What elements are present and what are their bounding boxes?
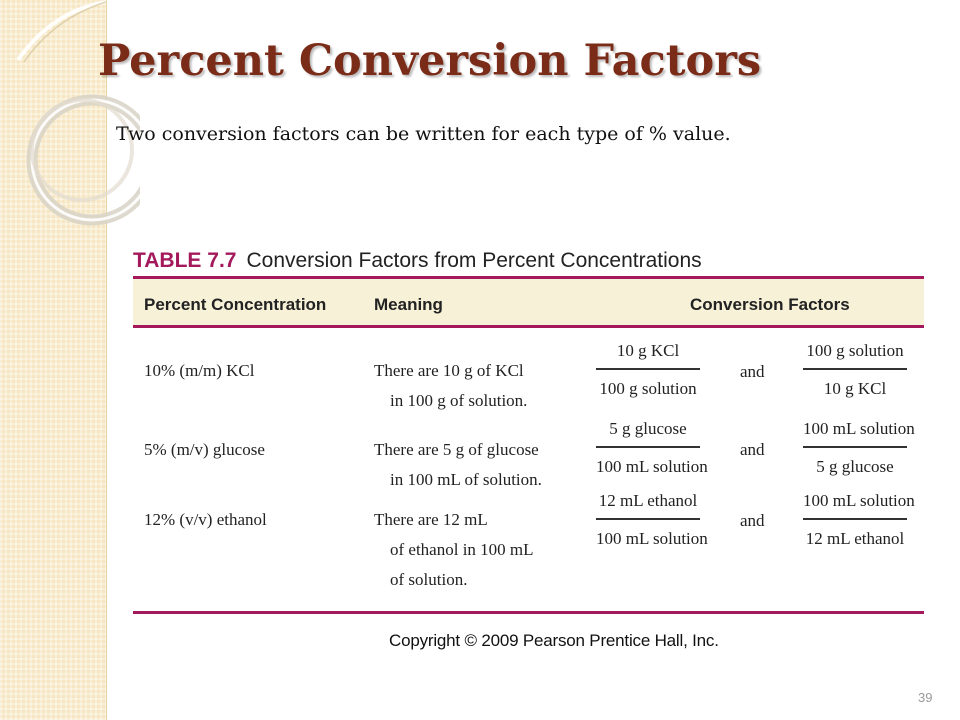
table-top-rule (133, 276, 924, 279)
row-1-factor-2-denominator: 10 g KCl (823, 379, 887, 398)
row-2-meaning-line-2: in 100 mL of solution. (390, 470, 542, 489)
row-1-meaning-line-2: in 100 g of solution. (390, 391, 528, 410)
fraction-bar (596, 446, 700, 448)
row-3-meaning: There are 12 mL of ethanol in 100 mL of … (374, 505, 534, 595)
fraction-bar (803, 368, 907, 370)
header-conversion-factors: Conversion Factors (690, 295, 850, 314)
row-1-meaning: There are 10 g of KCl in 100 g of soluti… (374, 356, 527, 416)
table-number: TABLE 7.7 (133, 249, 237, 272)
table-heading: TABLE 7.7 Conversion Factors from Percent… (133, 249, 702, 273)
row-3-meaning-line-1: There are 12 mL (374, 510, 488, 529)
slide-subtitle: Two conversion factors can be written fo… (116, 123, 731, 145)
header-percent-concentration: Percent Concentration (144, 295, 327, 314)
row-2-factor-2-numerator: 100 mL solution (803, 419, 915, 438)
row-1-factor-2-numerator: 100 g solution (806, 341, 904, 360)
table-header-rule (133, 325, 924, 328)
row-1-meaning-line-1: There are 10 g of KCl (374, 361, 524, 380)
row-2-factor-2: 100 mL solution 5 g glucose (803, 414, 915, 482)
row-2-meaning-line-1: There are 5 g of glucose (374, 440, 539, 459)
header-meaning: Meaning (374, 295, 443, 314)
slide-title: Percent Conversion Factors (98, 36, 762, 86)
copyright-notice: Copyright © 2009 Pearson Prentice Hall, … (389, 631, 719, 650)
row-1-factor-1: 10 g KCl 100 g solution (596, 336, 700, 404)
row-3-and: and (740, 511, 765, 530)
row-3-factor-1-denominator: 100 mL solution (596, 529, 708, 548)
row-3-factor-2-numerator: 100 mL solution (803, 491, 915, 510)
fraction-bar (803, 518, 907, 520)
table-caption: Conversion Factors from Percent Concentr… (246, 249, 702, 272)
row-3-factor-2: 100 mL solution 12 mL ethanol (803, 486, 915, 554)
row-1-percent: 10% (m/m) KCl (144, 361, 255, 380)
fraction-bar (596, 518, 700, 520)
row-3-percent: 12% (v/v) ethanol (144, 510, 267, 529)
row-3-factor-1-numerator: 12 mL ethanol (598, 491, 698, 510)
row-2-factor-1-denominator: 100 mL solution (596, 457, 708, 476)
row-3-factor-2-denominator: 12 mL ethanol (805, 529, 905, 548)
row-1-and: and (740, 362, 765, 381)
page-number: 39 (918, 690, 933, 705)
row-1-factor-1-numerator: 10 g KCl (616, 341, 680, 360)
row-3-meaning-line-3: of solution. (390, 570, 468, 589)
row-1-factor-2: 100 g solution 10 g KCl (803, 336, 907, 404)
row-2-factor-1: 5 g glucose 100 mL solution (596, 414, 708, 482)
fraction-bar (803, 446, 907, 448)
row-2-factor-2-denominator: 5 g glucose (816, 457, 894, 476)
decorative-rings (16, 0, 140, 226)
row-3-meaning-line-2: of ethanol in 100 mL (390, 540, 534, 559)
row-2-factor-1-numerator: 5 g glucose (609, 419, 687, 438)
fraction-bar (596, 368, 700, 370)
table-header-band (133, 279, 924, 325)
row-3-factor-1: 12 mL ethanol 100 mL solution (596, 486, 708, 554)
row-2-percent: 5% (m/v) glucose (144, 440, 265, 459)
row-1-factor-1-denominator: 100 g solution (599, 379, 697, 398)
row-2-meaning: There are 5 g of glucose in 100 mL of so… (374, 435, 542, 495)
row-2-and: and (740, 440, 765, 459)
table-bottom-rule (133, 611, 924, 614)
